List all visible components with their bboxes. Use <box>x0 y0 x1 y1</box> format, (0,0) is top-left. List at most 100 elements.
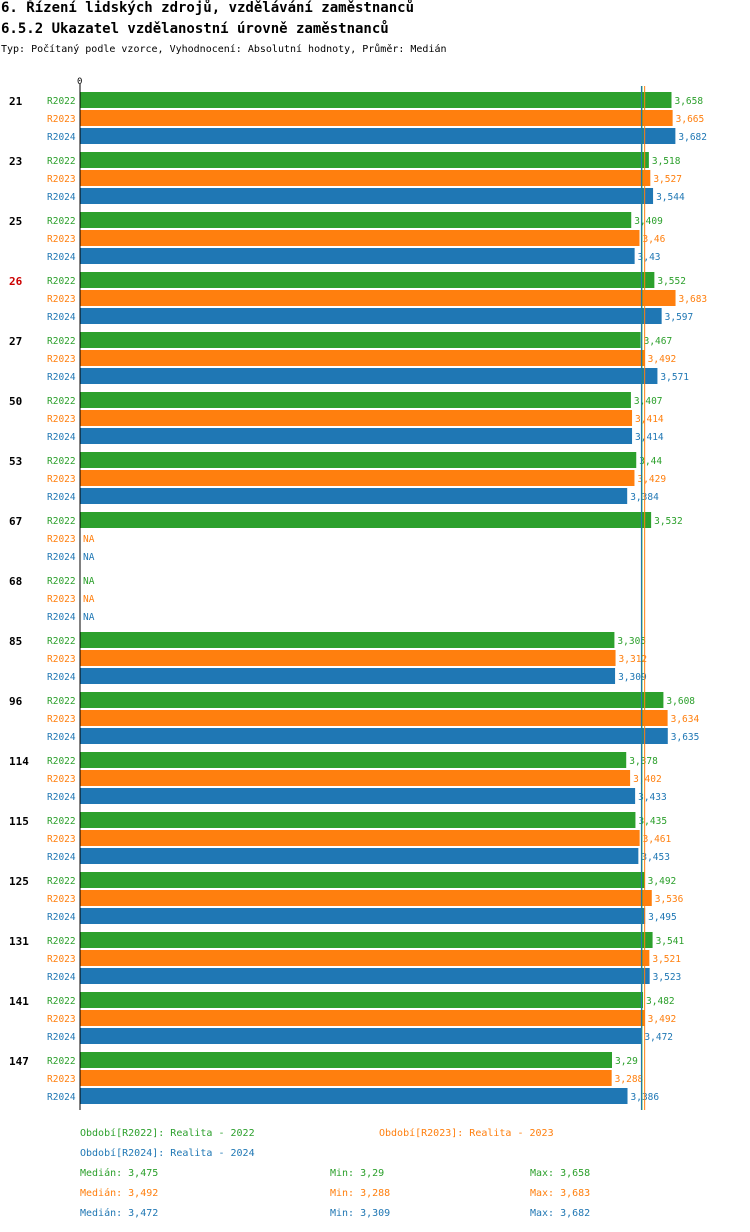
data-label: 3,309 <box>618 672 647 683</box>
group-label: 114 <box>9 755 29 768</box>
data-label: 3,683 <box>679 294 708 305</box>
data-label: NA <box>83 552 95 563</box>
data-label: 3,492 <box>648 876 677 887</box>
legend-period-r2023: Období[R2023]: Realita - 2023 <box>379 1128 554 1139</box>
series-label: R2023 <box>47 894 76 905</box>
data-label: 3,527 <box>653 174 682 185</box>
data-label: 3,305 <box>617 636 646 647</box>
stat-max-r2023: Max: 3,683 <box>530 1188 591 1199</box>
data-label: 3,658 <box>674 96 703 107</box>
group-label: 68 <box>9 575 22 588</box>
data-label: 3,541 <box>656 936 685 947</box>
bar <box>80 890 652 906</box>
bar <box>80 830 640 846</box>
bar <box>80 728 668 744</box>
data-label: NA <box>83 534 95 545</box>
data-label: 3,521 <box>652 954 681 965</box>
chart-type-line: Typ: Počítaný podle vzorce, Vyhodnocení:… <box>1 44 447 55</box>
series-label: R2023 <box>47 774 76 785</box>
group-label: 147 <box>9 1055 29 1068</box>
stat-max-r2024: Max: 3,682 <box>530 1208 591 1219</box>
series-label: R2023 <box>47 834 76 845</box>
data-label: 3,482 <box>646 996 675 1007</box>
x-tick-label: 0 <box>77 77 82 87</box>
bar <box>80 350 645 366</box>
bar <box>80 1070 612 1086</box>
bar <box>80 152 649 168</box>
series-label: R2024 <box>47 792 76 803</box>
data-label: NA <box>83 612 95 623</box>
stat-max-r2022: Max: 3,658 <box>530 1168 591 1179</box>
series-label: R2022 <box>47 816 76 827</box>
bar <box>80 110 673 126</box>
series-label: R2024 <box>47 732 76 743</box>
chart-title: 6.5.2 Ukazatel vzdělanostní úrovně zaměs… <box>1 21 389 37</box>
stat-median-r2024: Medián: 3,472 <box>80 1208 159 1219</box>
series-label: R2024 <box>47 912 76 923</box>
bar <box>80 128 676 144</box>
page-title: 6. Řízení lidských zdrojů, vzdělávání za… <box>1 0 415 16</box>
bar <box>80 290 676 306</box>
bar <box>80 230 640 246</box>
bar <box>80 248 635 264</box>
group-label: 21 <box>9 95 23 108</box>
group-label: 53 <box>9 455 22 468</box>
series-label: R2023 <box>47 654 76 665</box>
legend-period-r2022: Období[R2022]: Realita - 2022 <box>80 1128 255 1139</box>
series-label: R2024 <box>47 372 76 383</box>
bar <box>80 668 616 684</box>
data-label: 3,492 <box>648 354 677 365</box>
series-label: R2024 <box>47 852 76 863</box>
series-label: R2022 <box>47 876 76 887</box>
data-label: 3,461 <box>643 834 672 845</box>
data-label: 3,409 <box>634 216 663 227</box>
data-label: 3,532 <box>654 516 683 527</box>
series-label: R2024 <box>47 972 76 983</box>
series-label: R2024 <box>47 672 76 683</box>
data-label: 3,402 <box>633 774 662 785</box>
series-label: R2022 <box>47 576 76 587</box>
series-label: R2022 <box>47 216 76 227</box>
bar <box>80 848 639 864</box>
stat-min-r2024: Min: 3,309 <box>330 1208 391 1219</box>
group-label: 50 <box>9 395 22 408</box>
series-label: R2024 <box>47 252 76 263</box>
data-label: 3,634 <box>671 714 700 725</box>
bar <box>80 368 658 384</box>
bar <box>80 692 664 708</box>
data-label: 3,544 <box>656 192 685 203</box>
bar <box>80 308 662 324</box>
series-label: R2022 <box>47 156 76 167</box>
bar <box>80 752 627 768</box>
bar <box>80 212 632 228</box>
series-label: R2023 <box>47 354 76 365</box>
series-label: R2022 <box>47 1056 76 1067</box>
group-label: 27 <box>9 335 22 348</box>
group-label: 115 <box>9 815 29 828</box>
data-label: 3,414 <box>635 414 664 425</box>
series-label: R2023 <box>47 294 76 305</box>
data-label: 3,414 <box>635 432 664 443</box>
group-label: 25 <box>9 215 22 228</box>
bar <box>80 632 615 648</box>
data-label: 3,518 <box>652 156 681 167</box>
bar <box>80 1028 642 1044</box>
bar <box>80 872 645 888</box>
series-label: R2023 <box>47 1074 76 1085</box>
data-label: 3,44 <box>639 456 662 467</box>
series-label: R2023 <box>47 534 76 545</box>
series-label: R2022 <box>47 936 76 947</box>
group-label: 26 <box>9 275 23 288</box>
series-label: R2023 <box>47 114 76 125</box>
data-label: 3,665 <box>676 114 705 125</box>
bar <box>80 470 635 486</box>
data-label: 3,312 <box>619 654 648 665</box>
series-label: R2023 <box>47 594 76 605</box>
series-label: R2023 <box>47 1014 76 1025</box>
bar <box>80 1088 628 1104</box>
bar <box>80 188 654 204</box>
bar <box>80 392 631 408</box>
group-label: 131 <box>9 935 29 948</box>
series-label: R2023 <box>47 414 76 425</box>
group-label: 125 <box>9 875 29 888</box>
